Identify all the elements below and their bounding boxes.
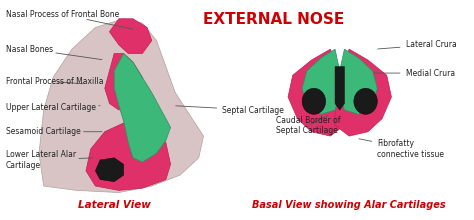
Text: Lower Lateral Alar
Cartilage: Lower Lateral Alar Cartilage (6, 150, 92, 170)
Polygon shape (288, 49, 345, 136)
Polygon shape (86, 114, 171, 190)
Text: Basal View showing Alar Cartilages: Basal View showing Alar Cartilages (252, 200, 446, 210)
Polygon shape (335, 49, 392, 136)
Polygon shape (114, 53, 171, 162)
Text: Upper Lateral Cartilage: Upper Lateral Cartilage (6, 103, 100, 112)
Polygon shape (95, 158, 124, 182)
Text: Sesamoid Cartilage: Sesamoid Cartilage (6, 127, 102, 136)
Polygon shape (335, 67, 345, 110)
Polygon shape (39, 19, 203, 192)
Text: Frontal Process of Maxilla: Frontal Process of Maxilla (6, 77, 104, 86)
Text: EXTERNAL NOSE: EXTERNAL NOSE (203, 12, 345, 27)
Text: Medial Crura: Medial Crura (356, 69, 455, 78)
Text: Caudal Border of
Septal Cartilage: Caudal Border of Septal Cartilage (276, 116, 341, 135)
Text: Lateral Crura: Lateral Crura (378, 40, 456, 49)
Text: Nasal Process of Frontal Bone: Nasal Process of Frontal Bone (6, 10, 133, 29)
Polygon shape (109, 19, 152, 53)
Polygon shape (302, 49, 340, 114)
Text: Nasal Bones: Nasal Bones (6, 45, 102, 60)
Polygon shape (105, 53, 142, 110)
Ellipse shape (302, 88, 326, 114)
Text: Fibrofatty
connective tissue: Fibrofatty connective tissue (359, 139, 444, 159)
Polygon shape (340, 49, 377, 114)
Text: Septal Cartilage: Septal Cartilage (176, 106, 284, 114)
Text: Lateral View: Lateral View (78, 200, 151, 210)
Ellipse shape (354, 88, 377, 114)
